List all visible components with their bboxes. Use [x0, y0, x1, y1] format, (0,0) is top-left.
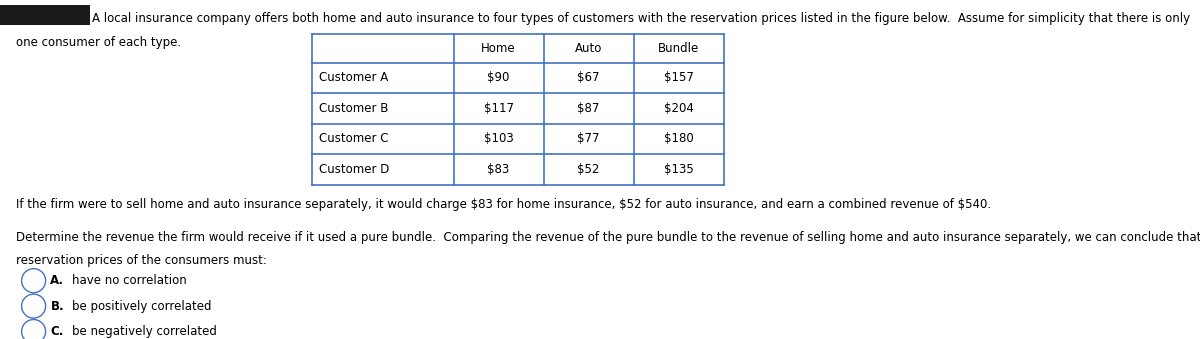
Text: Customer A: Customer A: [319, 72, 389, 84]
Text: Auto: Auto: [575, 42, 602, 55]
Text: A.: A.: [50, 274, 65, 287]
Text: be negatively correlated: be negatively correlated: [72, 325, 217, 338]
Text: have no correlation: have no correlation: [72, 274, 187, 287]
Text: Bundle: Bundle: [658, 42, 700, 55]
Text: Customer B: Customer B: [319, 102, 389, 115]
Text: A local insurance company offers both home and auto insurance to four types of c: A local insurance company offers both ho…: [92, 12, 1190, 25]
Text: Determine the revenue the firm would receive if it used a pure bundle.  Comparin: Determine the revenue the firm would rec…: [16, 231, 1200, 243]
Text: Customer C: Customer C: [319, 133, 389, 145]
Text: $83: $83: [487, 163, 510, 176]
Text: one consumer of each type.: one consumer of each type.: [16, 36, 181, 48]
Text: $77: $77: [577, 133, 600, 145]
Text: $103: $103: [484, 133, 514, 145]
Text: $204: $204: [664, 102, 694, 115]
Text: B.: B.: [50, 300, 64, 313]
Text: $117: $117: [484, 102, 514, 115]
Text: reservation prices of the consumers must:: reservation prices of the consumers must…: [16, 254, 266, 266]
Text: Home: Home: [481, 42, 516, 55]
Text: $87: $87: [577, 102, 600, 115]
Text: $52: $52: [577, 163, 600, 176]
Text: $67: $67: [577, 72, 600, 84]
Text: $157: $157: [664, 72, 694, 84]
Text: $180: $180: [664, 133, 694, 145]
Text: If the firm were to sell home and auto insurance separately, it would charge $83: If the firm were to sell home and auto i…: [16, 198, 991, 211]
Text: Customer D: Customer D: [319, 163, 390, 176]
Text: $90: $90: [487, 72, 510, 84]
Text: be positively correlated: be positively correlated: [72, 300, 211, 313]
Text: C.: C.: [50, 325, 64, 338]
Text: $135: $135: [664, 163, 694, 176]
